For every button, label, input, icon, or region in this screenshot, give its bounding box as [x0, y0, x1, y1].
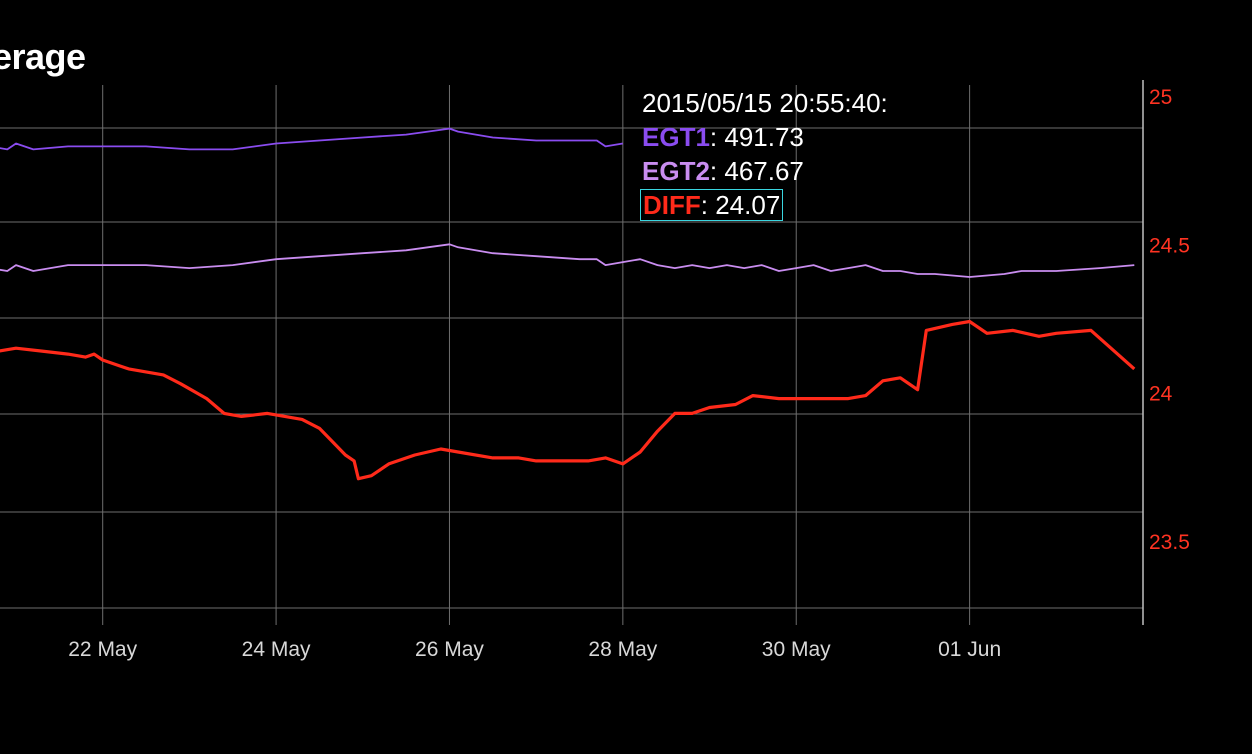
y-tick-label: 25: [1149, 86, 1172, 109]
y-tick-label: 23.5: [1149, 531, 1190, 554]
tooltip-timestamp: 2015/05/15 20:55:40:: [642, 88, 888, 118]
series-lines: [0, 127, 1136, 481]
series-line-diff: [0, 319, 1136, 481]
y-tick-label: 24.5: [1149, 234, 1190, 257]
tooltip-row-egt2: EGT2: 467.67: [642, 154, 888, 188]
tooltip: 2015/05/15 20:55:40: EGT1: 491.73 EGT2: …: [640, 86, 888, 222]
series-line-egt1: [0, 127, 623, 151]
tooltip-series-name: EGT1: [642, 122, 710, 152]
axes: 22 May 24 May 26 May 28 May 30 May 01 Jun 25 24…: [68, 80, 1190, 661]
tooltip-series-value: : 491.73: [709, 122, 804, 152]
x-tick-label: 28 May: [588, 638, 657, 661]
grid-lines: [0, 85, 1143, 625]
tooltip-row-diff: DIFF: 24.07: [640, 189, 784, 221]
y-tick-label: 24: [1149, 383, 1173, 406]
tooltip-row-egt1: EGT1: 491.73: [642, 120, 888, 154]
x-tick-label: 30 May: [762, 638, 831, 661]
x-tick-label: 22 May: [68, 638, 137, 661]
series-line-egt2: [0, 243, 1135, 278]
x-tick-label: 24 May: [242, 638, 311, 661]
x-tick-label: 01 Jun: [938, 638, 1001, 661]
tooltip-series-name: DIFF: [643, 190, 701, 220]
x-tick-label: 26 May: [415, 638, 484, 661]
tooltip-series-value: : 24.07: [700, 190, 781, 220]
tooltip-series-name: EGT2: [642, 156, 710, 186]
tooltip-series-value: : 467.67: [709, 156, 804, 186]
chart-title: erage: [0, 36, 86, 77]
